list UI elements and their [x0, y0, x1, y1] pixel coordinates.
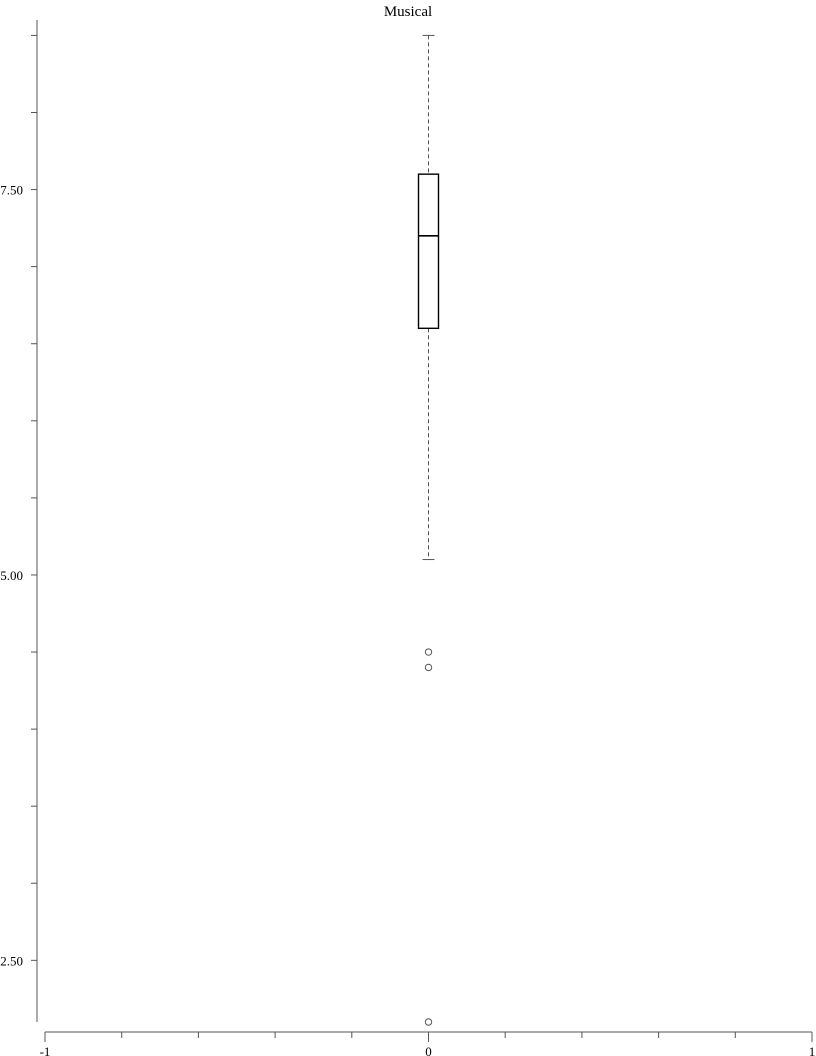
y-tick-label: 5.00	[0, 568, 23, 583]
x-axis: -1 0 1	[40, 1031, 816, 1056]
interquartile-box	[417, 173, 440, 330]
outlier-point	[424, 663, 433, 672]
chart-title: Musical	[384, 4, 432, 20]
y-tick-label: 2.50	[0, 953, 23, 968]
x-tick-label: 0	[425, 1044, 432, 1056]
x-tick-label: 1	[809, 1044, 816, 1056]
outlier-point	[424, 648, 433, 656]
y-axis: 2.50 5.00 7.50	[0, 20, 38, 1022]
x-tick-label: -1	[40, 1044, 51, 1056]
y-tick-label: 7.50	[0, 183, 23, 198]
plot-area	[417, 34, 440, 1026]
outlier-point	[424, 1018, 433, 1026]
